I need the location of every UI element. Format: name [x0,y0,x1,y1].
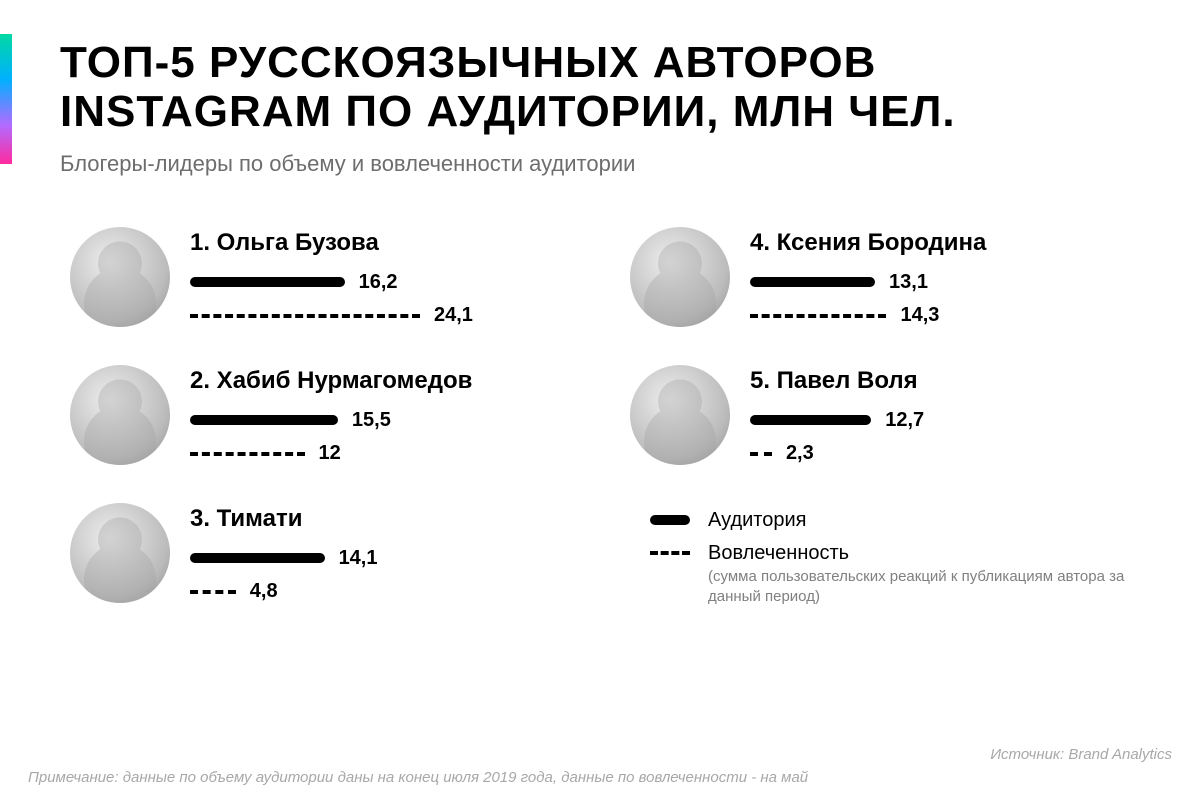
engagement-bar [190,590,236,594]
avatar [70,503,170,603]
engagement-bar [750,314,886,318]
legend-engagement-label: Вовлеченность [708,542,1150,565]
accent-bar [0,34,12,164]
author-name: 5. Павел Воля [750,367,1150,395]
engagement-value: 2,3 [786,442,814,465]
audience-value: 16,2 [359,271,398,294]
legend-solid-icon [650,515,690,525]
authors-grid: 1. Ольга Бузова 16,2 24,1 4. Ксения Боро… [0,177,1200,618]
author-row: 2. Хабиб Нурмагомедов 15,5 12 [70,365,590,475]
page-title: ТОП-5 РУССКОЯЗЫЧНЫХ АВТОРОВ INSTAGRAM ПО… [60,38,1140,137]
author-name: 4. Ксения Бородина [750,229,1150,257]
audience-bar [750,415,871,425]
avatar [70,227,170,327]
author-name: 2. Хабиб Нурмагомедов [190,367,590,395]
footer-note: Примечание: данные по объему аудитории д… [28,767,1172,790]
engagement-bar-row: 14,3 [750,304,1150,327]
author-row: 5. Павел Воля 12,7 2,3 [630,365,1150,475]
footer: Источник: Brand Analytics Примечание: да… [28,744,1172,789]
audience-bar-row: 16,2 [190,271,590,294]
avatar [630,365,730,465]
author-name: 3. Тимати [190,505,590,533]
audience-bar-row: 14,1 [190,547,590,570]
engagement-bar [190,314,420,318]
audience-bar [190,415,338,425]
audience-bar-row: 13,1 [750,271,1150,294]
engagement-bar [190,452,305,456]
author-name: 1. Ольга Бузова [190,229,590,257]
engagement-bar-row: 4,8 [190,580,590,603]
audience-value: 13,1 [889,271,928,294]
audience-bar [750,277,875,287]
engagement-bar-row: 12 [190,442,590,465]
author-row: 3. Тимати 14,1 4,8 [70,503,590,618]
audience-value: 15,5 [352,409,391,432]
audience-bar [190,277,345,287]
engagement-value: 14,3 [900,304,939,327]
avatar [70,365,170,465]
engagement-value: 4,8 [250,580,278,603]
legend: Аудитория Вовлеченность (сумма пользоват… [630,503,1150,618]
avatar [630,227,730,327]
legend-dashed-icon [650,551,690,555]
engagement-value: 24,1 [434,304,473,327]
audience-value: 14,1 [339,547,378,570]
legend-engagement-note: (сумма пользовательских реакций к публик… [708,567,1150,608]
engagement-value: 12 [319,442,341,465]
audience-value: 12,7 [885,409,924,432]
author-row: 4. Ксения Бородина 13,1 14,3 [630,227,1150,337]
legend-engagement: Вовлеченность (сумма пользовательских ре… [650,542,1150,608]
footer-source: Источник: Brand Analytics [28,744,1172,767]
legend-audience-label: Аудитория [708,509,806,532]
page-subtitle: Блогеры-лидеры по объему и вовлеченности… [60,151,1140,177]
header: ТОП-5 РУССКОЯЗЫЧНЫХ АВТОРОВ INSTAGRAM ПО… [0,0,1200,177]
engagement-bar-row: 2,3 [750,442,1150,465]
legend-audience: Аудитория [650,509,1150,532]
audience-bar [190,553,325,563]
author-row: 1. Ольга Бузова 16,2 24,1 [70,227,590,337]
engagement-bar-row: 24,1 [190,304,590,327]
engagement-bar [750,452,772,456]
audience-bar-row: 15,5 [190,409,590,432]
audience-bar-row: 12,7 [750,409,1150,432]
